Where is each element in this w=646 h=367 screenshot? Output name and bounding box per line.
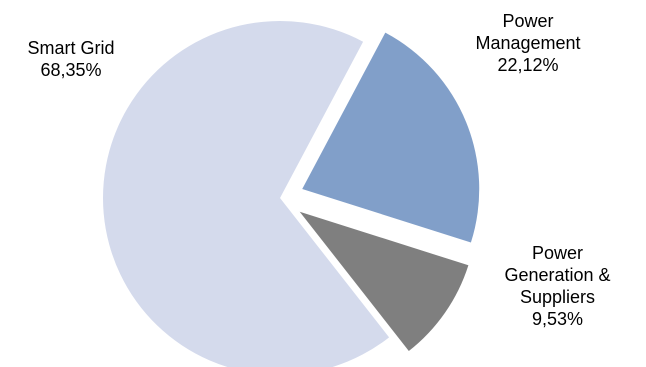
- slice-label-power-generation-name-2: Generation &: [504, 265, 611, 285]
- pie-slices: [103, 21, 480, 367]
- slice-label-power-management-name-1: Power: [502, 11, 554, 31]
- pie-slice-power-management: [302, 32, 480, 243]
- slice-label-power-generation-name-1: Power: [531, 243, 584, 263]
- slice-label-power-management-value: 22,12%: [497, 55, 559, 75]
- slice-label-power-management-name-2: Management: [475, 33, 581, 53]
- slice-label-power-generation-name-3: Suppliers: [519, 287, 596, 307]
- slice-label-power-generation: Power Generation & Suppliers 9,53%: [470, 242, 645, 330]
- slice-label-power-generation-value: 9,53%: [531, 309, 584, 329]
- pie-slice-power-generation-suppliers: [299, 211, 469, 352]
- slice-label-smart-grid-value: 68,35%: [40, 60, 102, 80]
- pie-slice-smart-grid: [103, 21, 390, 367]
- slice-label-power-management: Power Management 22,12%: [443, 10, 613, 76]
- slice-label-smart-grid: Smart Grid 68,35%: [8, 37, 134, 81]
- slice-label-smart-grid-name: Smart Grid: [27, 38, 115, 58]
